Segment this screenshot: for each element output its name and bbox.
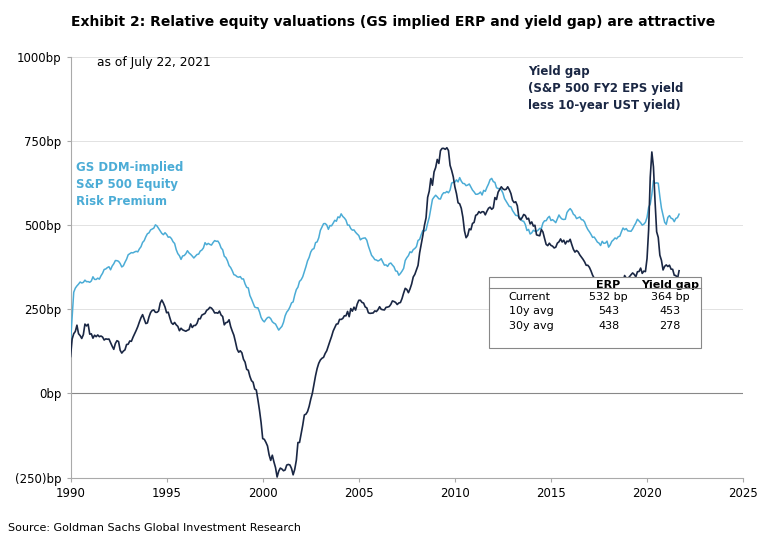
Text: as of July 22, 2021: as of July 22, 2021 (97, 56, 210, 69)
Text: 364 bp: 364 bp (651, 292, 690, 302)
Text: 453: 453 (659, 306, 681, 316)
Text: 532 bp: 532 bp (589, 292, 628, 302)
Text: 30y avg: 30y avg (509, 321, 553, 331)
Text: ERP: ERP (597, 280, 621, 290)
Bar (489, 277, 701, 348)
Text: Exhibit 2: Relative equity valuations (GS implied ERP and yield gap) are attract: Exhibit 2: Relative equity valuations (G… (70, 15, 715, 29)
Text: 543: 543 (598, 306, 619, 316)
Text: Source: Goldman Sachs Global Investment Research: Source: Goldman Sachs Global Investment … (8, 523, 301, 533)
Text: 278: 278 (659, 321, 681, 331)
Text: GS DDM-implied
S&P 500 Equity
Risk Premium: GS DDM-implied S&P 500 Equity Risk Premi… (77, 161, 184, 208)
Text: 438: 438 (598, 321, 619, 331)
Text: Yield gap
(S&P 500 FY2 EPS yield
less 10-year UST yield): Yield gap (S&P 500 FY2 EPS yield less 10… (528, 65, 683, 112)
Text: 10y avg: 10y avg (509, 306, 553, 316)
Text: Yield gap: Yield gap (641, 280, 699, 290)
Text: Current: Current (509, 292, 550, 302)
